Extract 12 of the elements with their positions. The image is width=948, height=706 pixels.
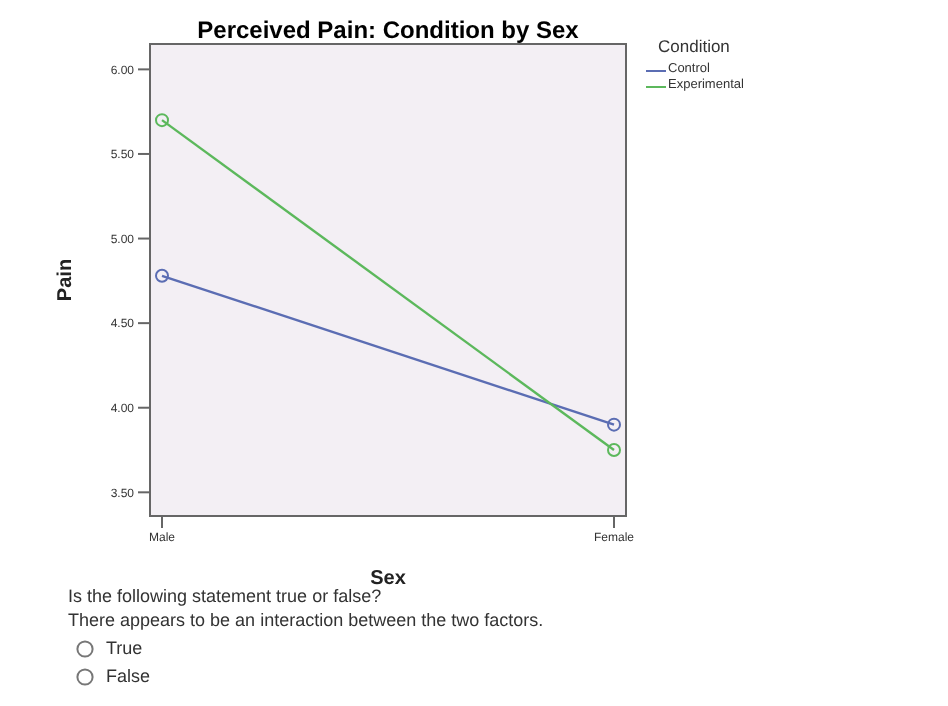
legend-title: Condition (658, 36, 732, 56)
x-axis-title: Sex (370, 568, 407, 590)
text: True (106, 636, 143, 660)
point (155, 268, 169, 283)
point (607, 417, 621, 432)
text: There appears to be an interaction between the two factors. (68, 608, 544, 632)
chart-title: Perceived Pain: Condition by Sex (195, 16, 581, 44)
text: Is the following statement true or false? (68, 585, 384, 608)
y-axis-title: Pain (55, 258, 78, 302)
point (607, 443, 621, 458)
text: False (106, 664, 151, 688)
point (155, 113, 169, 128)
